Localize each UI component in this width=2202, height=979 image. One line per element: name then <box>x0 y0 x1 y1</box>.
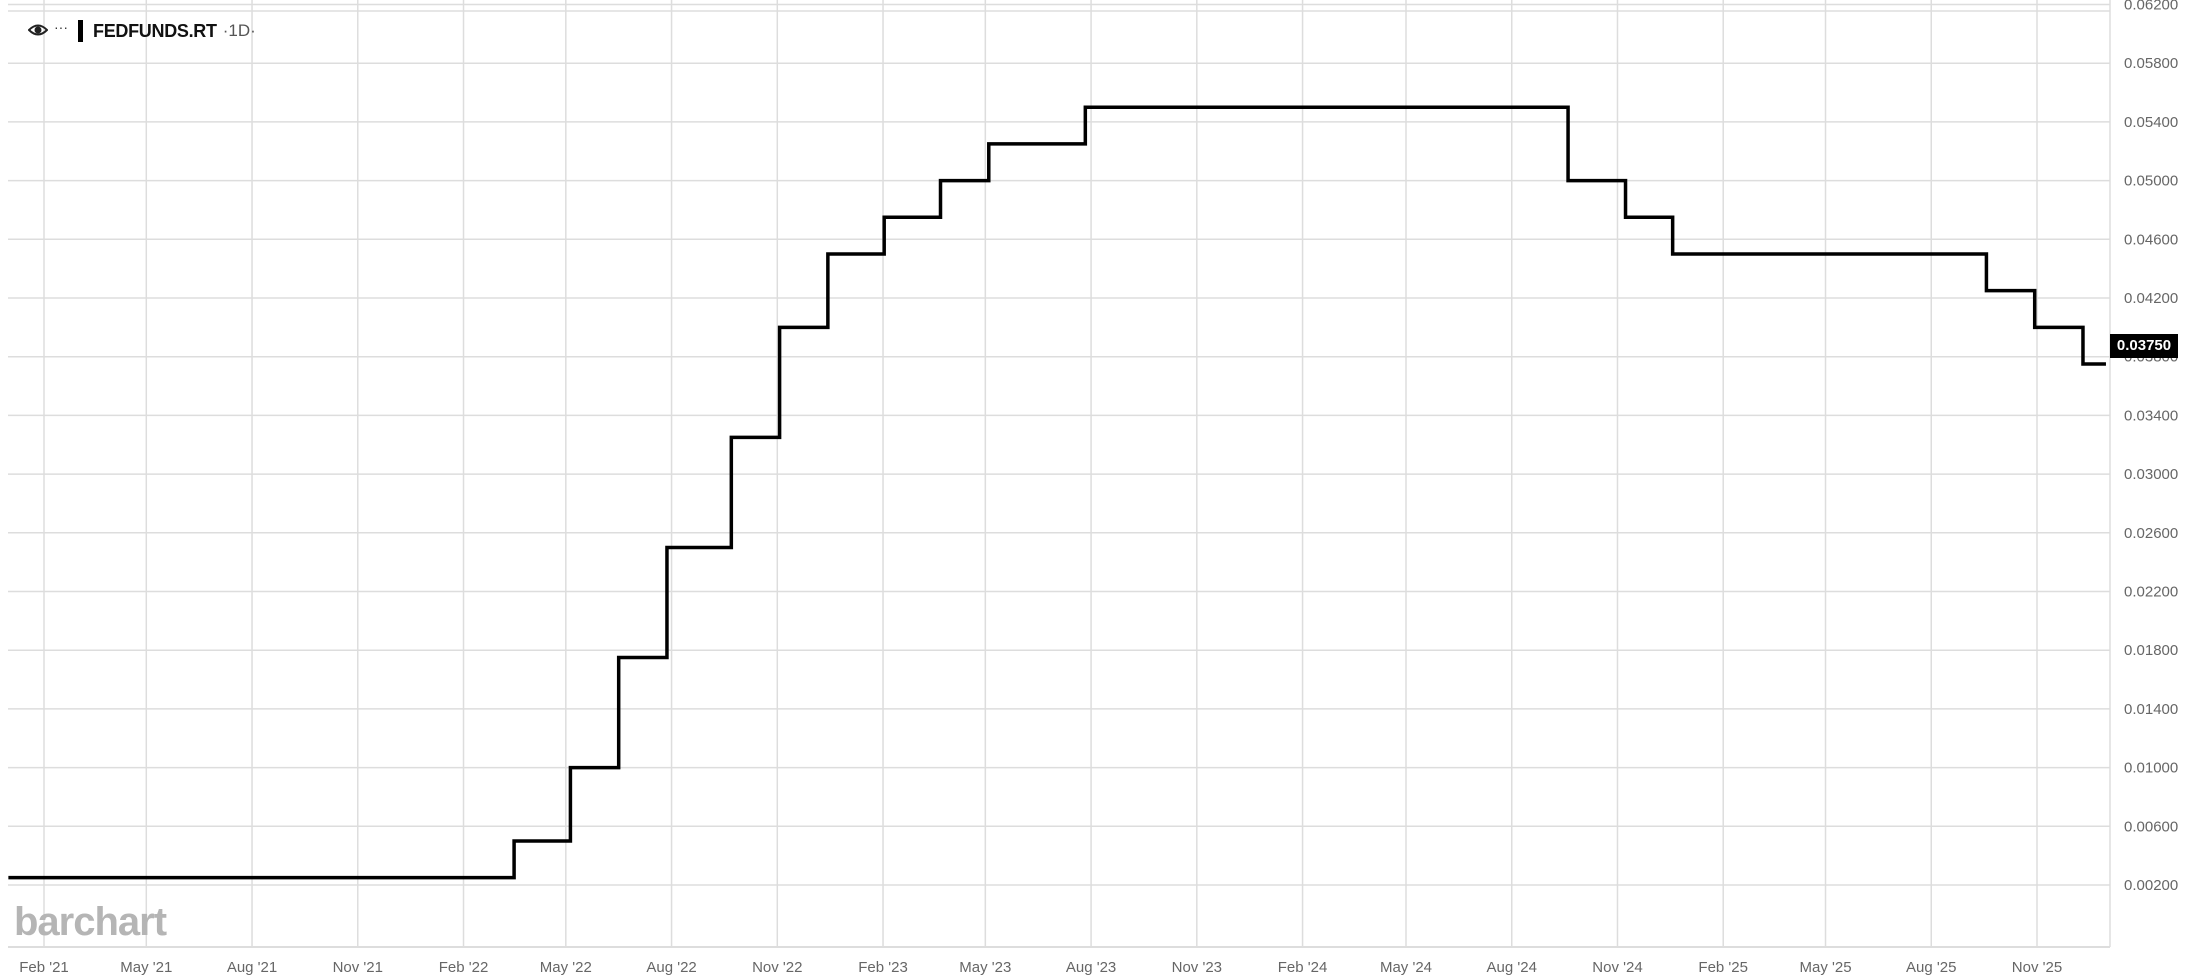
barchart-logo: barchart <box>14 900 167 944</box>
x-tick-label: Feb '25 <box>1698 959 1748 976</box>
timeframe-label: ·1D· <box>222 21 256 40</box>
y-tick-label: 0.04200 <box>2124 290 2178 307</box>
x-tick-label: May '23 <box>959 959 1011 976</box>
x-tick-label: Nov '23 <box>1172 959 1222 976</box>
x-tick-label: Nov '22 <box>752 959 802 976</box>
last-price-label: 0.03750 <box>2110 334 2178 358</box>
x-axis-labels: Feb '21 May '21 Aug '21 Nov '21 Feb '22 May '… <box>19 959 2062 976</box>
x-tick-label: Feb '23 <box>858 959 908 976</box>
y-tick-label: 0.01400 <box>2124 701 2178 718</box>
y-tick-label: 0.01000 <box>2124 760 2178 777</box>
series-color-swatch <box>78 20 83 42</box>
x-tick-label: Aug '25 <box>1906 959 1956 976</box>
x-tick-label: Nov '21 <box>333 959 383 976</box>
x-tick-label: May '22 <box>540 959 592 976</box>
x-tick-label: May '24 <box>1380 959 1432 976</box>
y-tick-label: 0.06200 <box>2124 0 2178 14</box>
x-tick-label: Nov '25 <box>2012 959 2062 976</box>
y-tick-label: 0.02200 <box>2124 584 2178 601</box>
y-tick-label: 0.00600 <box>2124 818 2178 835</box>
y-tick-label: 0.00200 <box>2124 877 2178 894</box>
y-tick-label: 0.05400 <box>2124 114 2178 131</box>
x-tick-label: May '21 <box>120 959 172 976</box>
grid <box>8 0 2111 948</box>
symbol-label[interactable]: FEDFUNDS.RT <box>93 20 217 41</box>
x-tick-label: Nov '24 <box>1592 959 1642 976</box>
y-tick-label: 0.05000 <box>2124 173 2178 190</box>
x-tick-label: Aug '21 <box>227 959 277 976</box>
series-line <box>8 105 2106 880</box>
legend: ··· FEDFUNDS.RT ·1D· <box>27 19 256 42</box>
x-tick-label: Aug '22 <box>646 959 696 976</box>
y-tick-label: 0.04600 <box>2124 231 2178 248</box>
x-tick-label: Feb '22 <box>439 959 489 976</box>
y-tick-label: 0.03400 <box>2124 407 2178 424</box>
y-tick-label: 0.03000 <box>2124 466 2178 483</box>
x-tick-label: Aug '23 <box>1066 959 1116 976</box>
y-tick-label: 0.05800 <box>2124 55 2178 72</box>
y-tick-label: 0.02600 <box>2124 525 2178 542</box>
x-tick-label: May '25 <box>1799 959 1851 976</box>
more-options-button[interactable]: ··· <box>54 19 68 35</box>
y-axis-labels: 0.00200 0.00600 0.01000 0.01400 0.01800 0.022… <box>2124 0 2178 894</box>
x-tick-label: Feb '24 <box>1278 959 1328 976</box>
x-tick-label: Feb '21 <box>19 959 69 976</box>
y-tick-label: 0.01800 <box>2124 642 2178 659</box>
x-tick-label: Aug '24 <box>1487 959 1537 976</box>
eye-icon[interactable] <box>27 21 49 42</box>
